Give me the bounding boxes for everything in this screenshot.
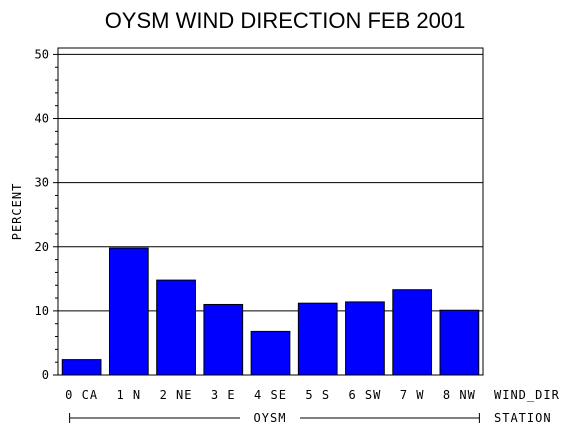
y-tick-label: 50	[35, 47, 49, 61]
bar	[203, 303, 244, 376]
plot-frame	[57, 47, 484, 376]
station-group-label: OYSM	[254, 411, 287, 425]
bar	[108, 247, 149, 376]
x-tick-labels: 0 CA 1 N 2 NE 3 E 4 SE 5 S 6 SW 7 W 8 NW	[65, 388, 476, 402]
bar	[250, 330, 291, 376]
x-tick-label: 2 NE	[160, 388, 193, 402]
chart-title: OYSM WIND DIRECTION FEB 2001	[105, 8, 466, 33]
y-tick-label: 40	[35, 112, 49, 126]
y-tick-label: 30	[35, 176, 49, 190]
y-tick-label: 10	[35, 304, 49, 318]
x-tick-label: 6 SW	[348, 388, 381, 402]
station-axis-label: STATION	[494, 411, 552, 425]
x-tick-label: 4 SE	[254, 388, 287, 402]
x-tick-label: 8 NW	[443, 388, 476, 402]
y-tick-label: 20	[35, 240, 49, 254]
bar	[392, 289, 433, 376]
bar	[156, 279, 196, 376]
x-tick-label: 3 E	[211, 388, 236, 402]
bar	[61, 359, 102, 376]
y-axis-label: PERCENT	[10, 183, 24, 241]
x-tick-label: 1 N	[116, 388, 141, 402]
y-tick-label: 0	[42, 368, 49, 382]
x-tick-label: 7 W	[400, 388, 425, 402]
x-tick-label: 0 CA	[65, 388, 98, 402]
y-tick-labels: 0 10 20 30 40 50	[35, 47, 49, 382]
bar	[345, 301, 385, 376]
x-tick-label: 5 S	[305, 388, 330, 402]
station-group-bracket	[69, 413, 480, 423]
x-axis-label: WIND_DIR	[494, 388, 560, 402]
bars	[61, 247, 480, 376]
bar	[439, 309, 480, 376]
bar	[297, 302, 338, 376]
